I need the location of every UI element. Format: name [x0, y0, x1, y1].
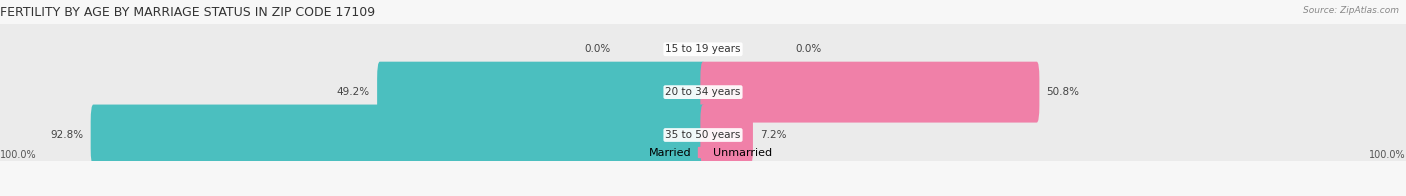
Text: 0.0%: 0.0% — [585, 44, 612, 54]
Text: 100.0%: 100.0% — [0, 150, 37, 160]
Text: 35 to 50 years: 35 to 50 years — [665, 130, 741, 140]
FancyBboxPatch shape — [90, 104, 706, 165]
FancyBboxPatch shape — [0, 51, 1406, 133]
Legend: Married, Unmarried: Married, Unmarried — [634, 147, 772, 158]
Text: Source: ZipAtlas.com: Source: ZipAtlas.com — [1303, 6, 1399, 15]
Text: FERTILITY BY AGE BY MARRIAGE STATUS IN ZIP CODE 17109: FERTILITY BY AGE BY MARRIAGE STATUS IN Z… — [0, 6, 375, 19]
FancyBboxPatch shape — [700, 62, 1039, 122]
Text: 0.0%: 0.0% — [794, 44, 821, 54]
FancyBboxPatch shape — [0, 94, 1406, 176]
Text: 92.8%: 92.8% — [51, 130, 83, 140]
FancyBboxPatch shape — [377, 62, 706, 122]
Text: 100.0%: 100.0% — [1369, 150, 1406, 160]
Text: 49.2%: 49.2% — [337, 87, 370, 97]
FancyBboxPatch shape — [0, 8, 1406, 90]
Text: 50.8%: 50.8% — [1046, 87, 1080, 97]
Text: 7.2%: 7.2% — [761, 130, 787, 140]
FancyBboxPatch shape — [700, 104, 754, 165]
Text: 20 to 34 years: 20 to 34 years — [665, 87, 741, 97]
Text: 15 to 19 years: 15 to 19 years — [665, 44, 741, 54]
